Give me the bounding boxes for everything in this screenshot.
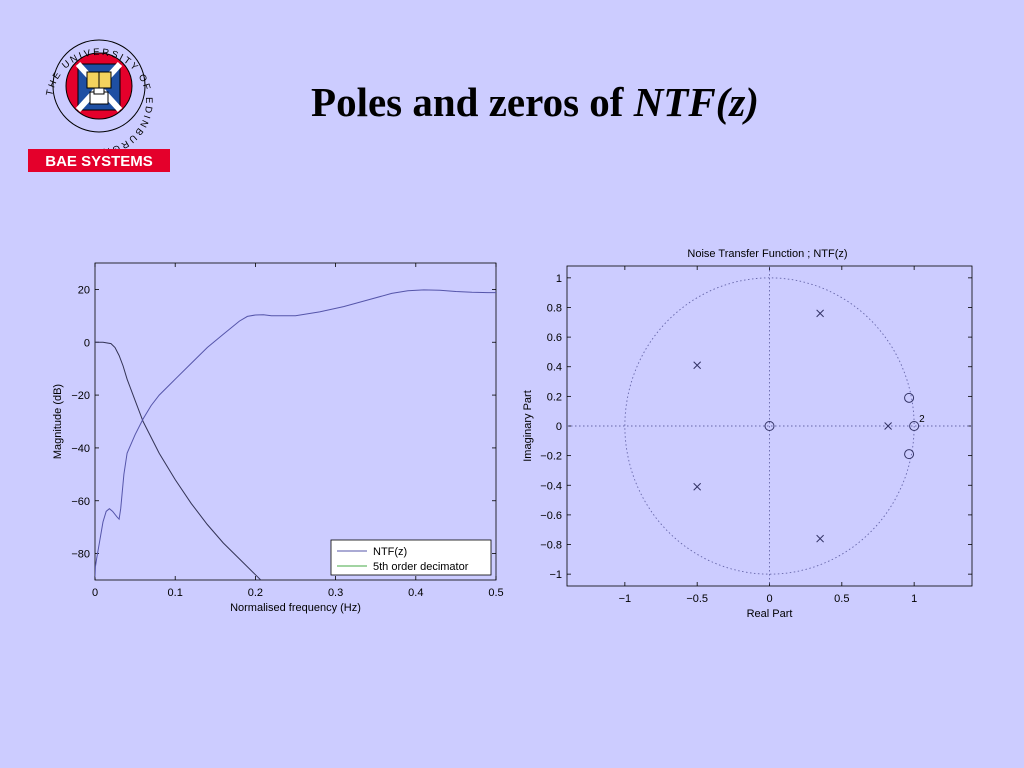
x-tick-label: 0.2 bbox=[248, 587, 263, 599]
plot-area bbox=[94, 262, 497, 581]
y-tick-label: 1 bbox=[556, 273, 562, 285]
zero-marker bbox=[904, 449, 915, 460]
pole-marker bbox=[693, 361, 702, 370]
slide-title-main: Poles and zeros of bbox=[311, 79, 634, 125]
pole-marker-stroke bbox=[816, 309, 824, 318]
slide-title-italic: NTF(z) bbox=[633, 79, 759, 125]
x-tick-label: 0.5 bbox=[488, 587, 503, 599]
x-tick-label: 0.4 bbox=[408, 587, 423, 599]
y-tick-label: −0.2 bbox=[540, 451, 562, 463]
y-tick-label: −0.8 bbox=[540, 540, 562, 552]
y-tick-label: −40 bbox=[71, 443, 90, 455]
zero-marker bbox=[909, 421, 920, 431]
x-axis-label: Real Part bbox=[747, 608, 793, 620]
y-tick-label: 0 bbox=[84, 337, 90, 349]
pole-marker-stroke bbox=[693, 482, 702, 491]
zero-marker bbox=[764, 421, 775, 431]
bae-systems-label: BAE SYSTEMS bbox=[45, 153, 153, 170]
y-tick-label: 20 bbox=[78, 284, 90, 296]
chart-title: Noise Transfer Function ; NTF(z) bbox=[687, 248, 847, 260]
zero-marker bbox=[904, 392, 915, 403]
pole-marker bbox=[816, 534, 824, 543]
zero-multiplicity-label: 2 bbox=[919, 414, 925, 425]
pole-marker bbox=[693, 482, 702, 491]
slide-title: Poles and zeros of NTF(z) bbox=[200, 78, 870, 126]
pole-zero-chart: Noise Transfer Function ; NTF(z) −1 −0.5 0 0… bbox=[515, 240, 985, 625]
x-tick-label: 0.1 bbox=[168, 587, 183, 599]
x-axis-label: Normalised frequency (Hz) bbox=[230, 602, 361, 614]
y-tick-label: −60 bbox=[71, 496, 90, 508]
y-tick-label: 0.4 bbox=[547, 362, 562, 374]
x-tick-label: −0.5 bbox=[686, 593, 708, 605]
unit-circle bbox=[624, 277, 915, 575]
y-tick-label: 0.8 bbox=[547, 302, 562, 314]
y-tick-label: 0 bbox=[556, 421, 562, 433]
pole-marker bbox=[816, 309, 824, 318]
y-tick-label: −0.4 bbox=[540, 480, 562, 492]
pole-marker-stroke bbox=[693, 361, 702, 370]
y-tick-label: 0.2 bbox=[547, 391, 562, 403]
crest-icon bbox=[52, 39, 146, 133]
ntf-series-line bbox=[95, 289, 496, 578]
pole-marker bbox=[884, 422, 892, 430]
pole-marker-stroke bbox=[816, 534, 824, 543]
y-tick-label: −20 bbox=[71, 390, 90, 402]
y-tick-label: −80 bbox=[71, 549, 90, 561]
decimator-series-line bbox=[95, 341, 262, 580]
university-logo: THE UNIVERSITY OF EDINBURGH BAE SYSTEMS bbox=[28, 39, 170, 172]
x-tick-label: 0 bbox=[92, 587, 98, 599]
x-tick-label: 0.5 bbox=[834, 593, 849, 605]
y-axis-label: Magnitude (dB) bbox=[52, 384, 64, 459]
x-tick-label: 0.3 bbox=[328, 587, 343, 599]
x-tick-label: 0 bbox=[766, 593, 772, 605]
legend-box bbox=[330, 539, 492, 576]
x-tick-label: 1 bbox=[911, 593, 917, 605]
legend-label: NTF(z) bbox=[373, 546, 407, 558]
y-axis-label: Imaginary Part bbox=[522, 390, 534, 462]
magnitude-response-chart: 0 0.1 0.2 0.3 0.4 0.5 20 0 −20 −40 −60 −80 Normalise… bbox=[45, 240, 515, 625]
bae-systems-badge bbox=[28, 149, 170, 172]
pole-marker-stroke bbox=[884, 422, 892, 430]
x-tick-label: −1 bbox=[619, 593, 632, 605]
y-tick-label: −0.6 bbox=[540, 510, 562, 522]
y-tick-label: −1 bbox=[549, 569, 562, 581]
legend-label: 5th order decimator bbox=[373, 561, 469, 573]
y-tick-label: 0.6 bbox=[547, 332, 562, 344]
